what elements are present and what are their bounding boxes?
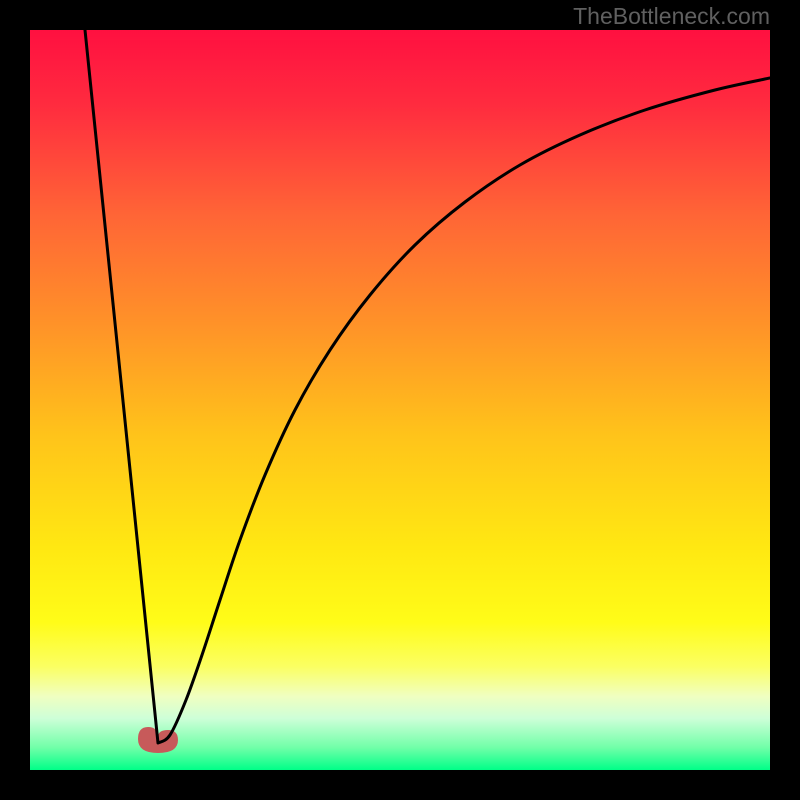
gradient-background: [30, 30, 770, 770]
watermark-text: TheBottleneck.com: [573, 3, 770, 30]
border-bottom: [0, 770, 800, 800]
border-right: [770, 0, 800, 800]
chart-frame: TheBottleneck.com: [0, 0, 800, 800]
chart-svg: [30, 30, 770, 770]
plot-area: [30, 30, 770, 770]
border-left: [0, 0, 30, 800]
